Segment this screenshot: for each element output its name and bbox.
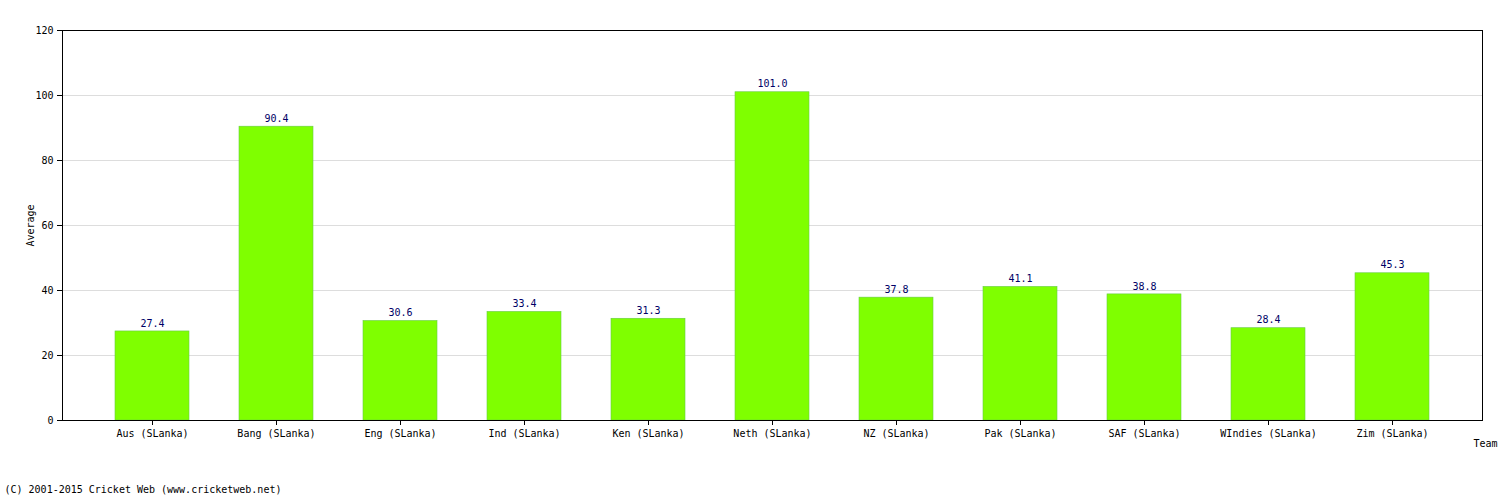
svg-text:Team: Team bbox=[1473, 438, 1497, 449]
svg-text:31.3: 31.3 bbox=[636, 305, 660, 316]
svg-text:Pak (SLanka): Pak (SLanka) bbox=[984, 428, 1056, 439]
svg-text:20: 20 bbox=[41, 350, 53, 361]
svg-text:WIndies (SLanka): WIndies (SLanka) bbox=[1220, 428, 1316, 439]
svg-text:37.8: 37.8 bbox=[884, 284, 908, 295]
svg-text:40: 40 bbox=[41, 285, 53, 296]
svg-text:100: 100 bbox=[35, 90, 53, 101]
svg-text:90.4: 90.4 bbox=[264, 113, 288, 124]
svg-text:80: 80 bbox=[41, 155, 53, 166]
svg-text:0: 0 bbox=[47, 415, 53, 426]
svg-text:Ken (SLanka): Ken (SLanka) bbox=[612, 428, 684, 439]
svg-text:Ind (SLanka): Ind (SLanka) bbox=[488, 428, 560, 439]
svg-text:45.3: 45.3 bbox=[1380, 259, 1404, 270]
svg-text:Average: Average bbox=[25, 204, 36, 246]
svg-text:28.4: 28.4 bbox=[1256, 314, 1280, 325]
svg-text:33.4: 33.4 bbox=[512, 298, 536, 309]
svg-text:Bang (SLanka): Bang (SLanka) bbox=[237, 428, 315, 439]
svg-text:38.8: 38.8 bbox=[1132, 281, 1156, 292]
svg-text:60: 60 bbox=[41, 220, 53, 231]
svg-text:101.0: 101.0 bbox=[757, 78, 787, 89]
svg-text:Aus (SLanka): Aus (SLanka) bbox=[116, 428, 188, 439]
svg-text:NZ (SLanka): NZ (SLanka) bbox=[863, 428, 929, 439]
svg-text:30.6: 30.6 bbox=[388, 307, 412, 318]
svg-text:(C) 2001-2015 Cricket Web (www: (C) 2001-2015 Cricket Web (www.cricketwe… bbox=[5, 484, 282, 495]
svg-text:27.4: 27.4 bbox=[140, 318, 164, 329]
svg-text:Eng (SLanka): Eng (SLanka) bbox=[364, 428, 436, 439]
svg-text:120: 120 bbox=[35, 25, 53, 36]
svg-text:Zim (SLanka): Zim (SLanka) bbox=[1356, 428, 1428, 439]
svg-text:Neth (SLanka): Neth (SLanka) bbox=[733, 428, 811, 439]
svg-text:41.1: 41.1 bbox=[1008, 273, 1032, 284]
svg-text:SAF (SLanka): SAF (SLanka) bbox=[1108, 428, 1180, 439]
